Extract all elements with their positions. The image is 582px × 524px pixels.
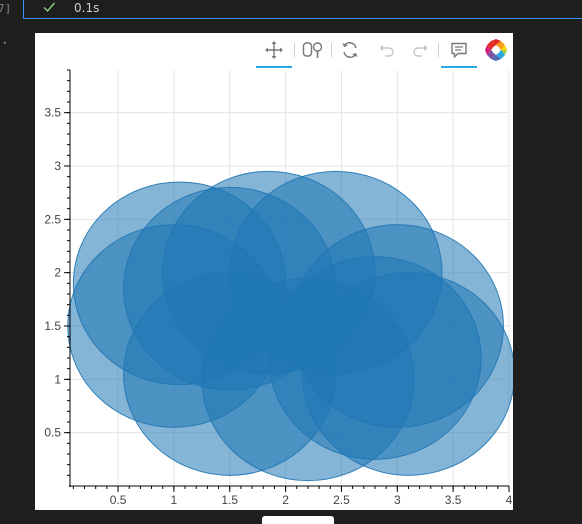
redo-icon [412, 41, 430, 59]
y-tick-label: 0.5 [44, 426, 61, 440]
cell-execution-bar: 7] 0.1s [0, 0, 582, 20]
execution-duration: 0.1s [74, 1, 100, 15]
y-tick-label: 3.5 [44, 106, 61, 120]
plot-toolbar [35, 33, 513, 68]
hover-icon [450, 41, 468, 59]
redo-tool[interactable] [409, 38, 433, 62]
reset-tool[interactable] [338, 38, 362, 62]
chart-canvas[interactable]: 0.5 1 1.5 2 2.5 3 3.5 4 0.5 1 1.5 2 2.5 3 3.5 [35, 33, 513, 510]
x-tick-label: 1.5 [221, 493, 238, 507]
execution-count: 7] [0, 2, 12, 15]
output-scroll-handle[interactable] [262, 516, 334, 524]
x-tick-label: 3.5 [445, 493, 462, 507]
y-tick-label: 2.5 [44, 212, 61, 226]
toolbar-divider [294, 43, 295, 57]
bokeh-logo-icon [484, 38, 508, 62]
bokeh-logo[interactable] [484, 38, 508, 62]
toolbar-divider [331, 43, 332, 57]
y-tick-label: 1.5 [44, 319, 61, 333]
x-tick-label: 3 [394, 493, 401, 507]
x-tick-label: 2 [282, 493, 289, 507]
y-tick-label: 1 [54, 372, 61, 386]
output-marker: · [3, 36, 7, 50]
hover-tool[interactable] [441, 38, 477, 68]
data-point [268, 256, 482, 460]
toolbar-divider [438, 43, 439, 57]
x-tick-label: 1 [171, 493, 178, 507]
pan-tool[interactable] [256, 38, 292, 68]
cell-output-frame [23, 0, 582, 19]
check-icon [42, 0, 56, 14]
y-tick-label: 2 [54, 266, 61, 280]
x-tick-label: 2.5 [333, 493, 350, 507]
undo-tool[interactable] [374, 38, 398, 62]
x-tick-label: 4 [506, 493, 513, 507]
data-point [72, 181, 287, 386]
reset-icon [340, 40, 360, 60]
x-tick-label: 0.5 [110, 493, 127, 507]
box-zoom-icon [302, 40, 324, 60]
undo-icon [377, 41, 395, 59]
pan-icon [264, 40, 284, 60]
bokeh-plot[interactable]: 0.5 1 1.5 2 2.5 3 3.5 4 0.5 1 1.5 2 2.5 3 3.5 [35, 33, 513, 510]
y-tick-label: 3 [54, 159, 61, 173]
box-zoom-tool[interactable] [301, 38, 325, 62]
